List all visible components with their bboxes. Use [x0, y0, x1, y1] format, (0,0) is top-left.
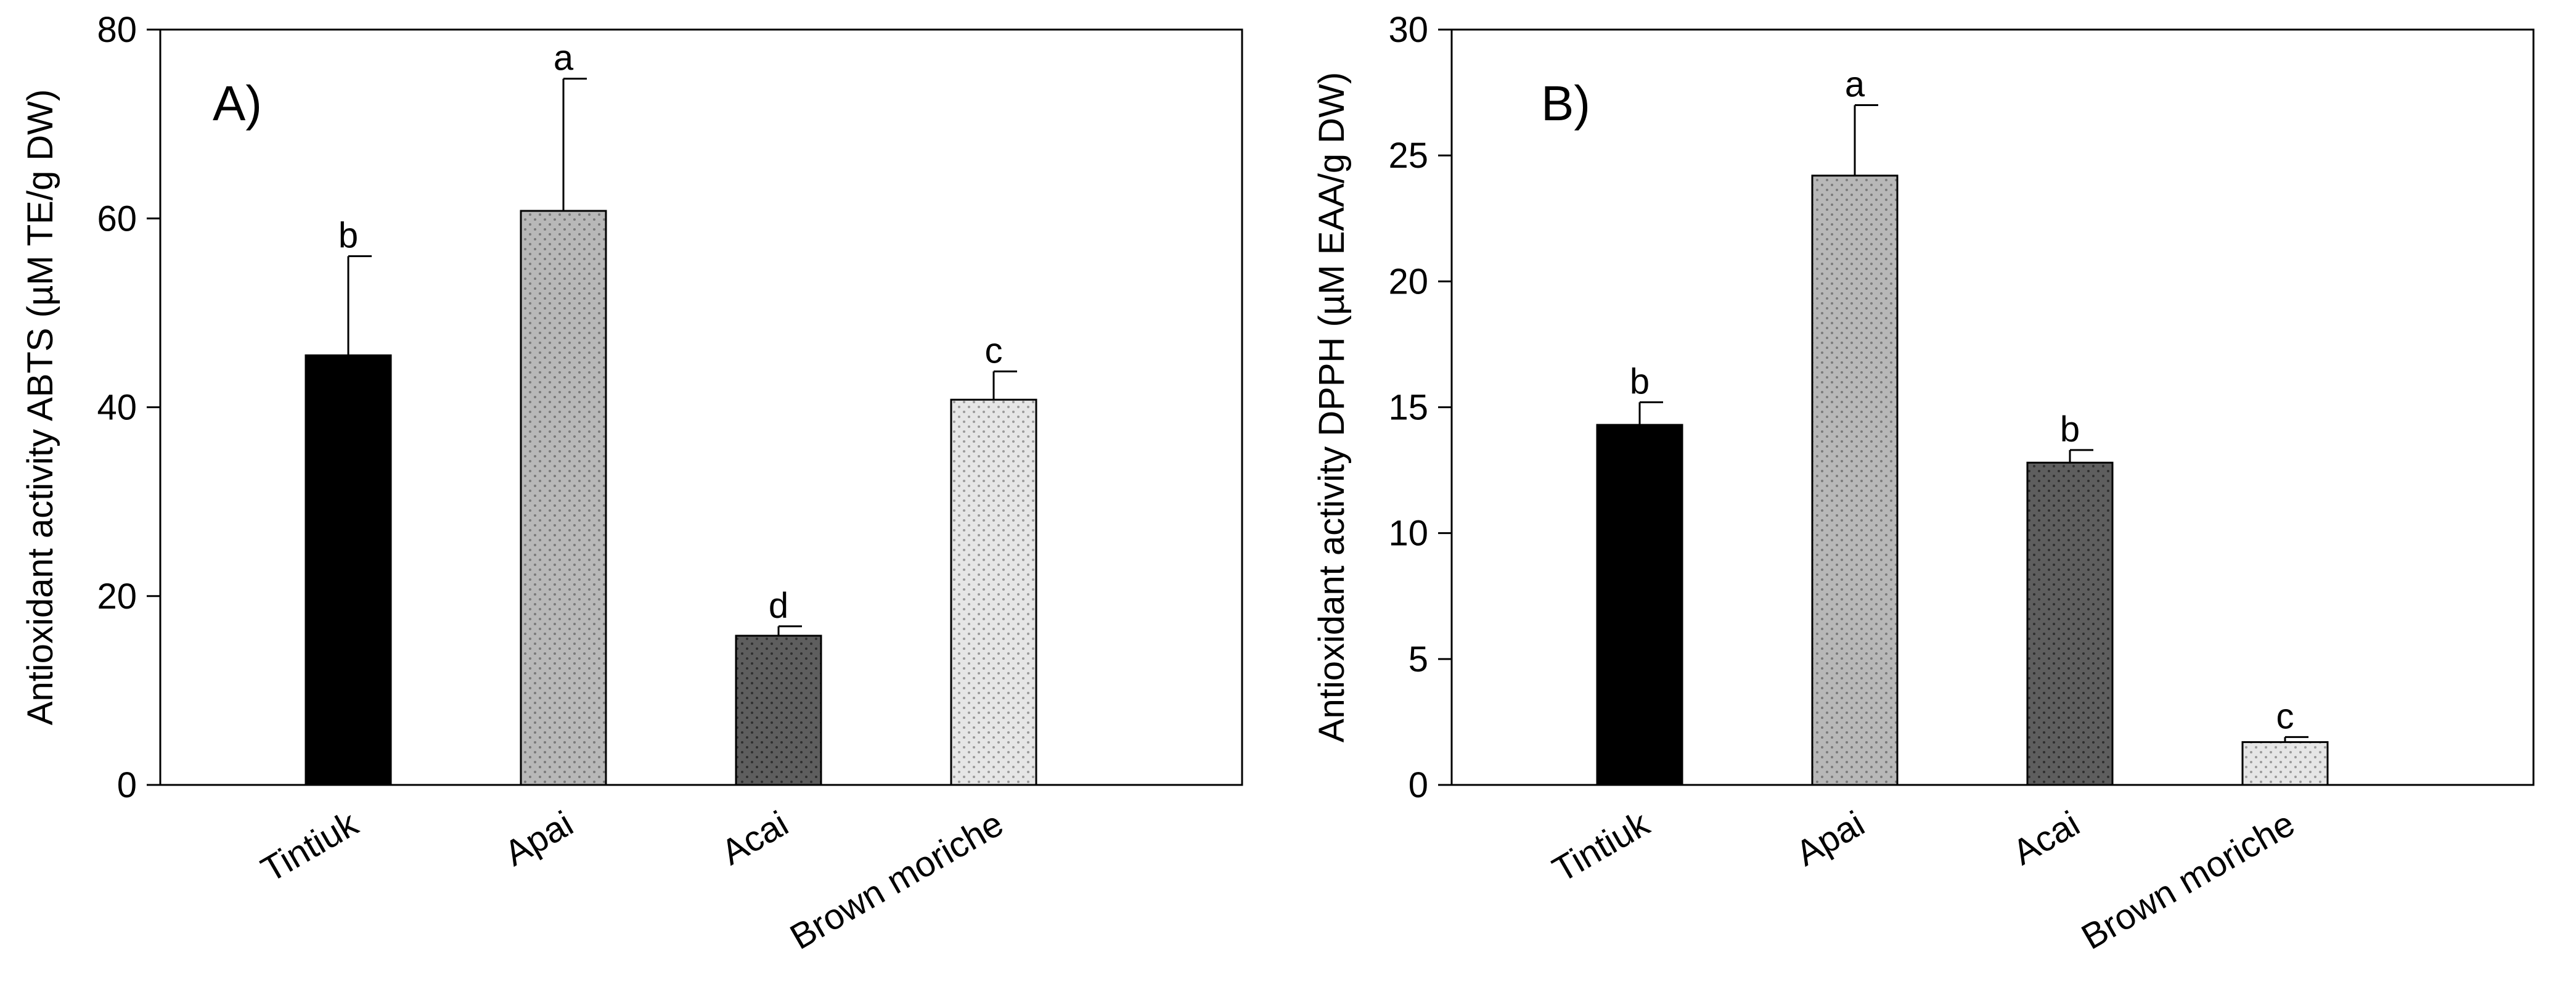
y-tick-label: 60 [97, 199, 137, 239]
category-label: Tintiuk [255, 803, 365, 890]
panel-label: B) [1541, 76, 1590, 131]
significance-label: a [1845, 65, 1865, 105]
category-label: Acai [714, 803, 795, 873]
y-tick-label: 25 [1388, 136, 1428, 176]
significance-label: c [2276, 696, 2294, 736]
bar-brown-moriche [950, 398, 1037, 786]
category-label: Tintiuk [1546, 803, 1656, 890]
bar-acai [735, 634, 822, 786]
significance-label: b [1630, 361, 1650, 401]
y-tick-label: 15 [1388, 388, 1428, 428]
y-tick-label: 30 [1388, 10, 1428, 50]
chart-panel-b: 0 5 10 15 20 25 30 Antioxidant activity DPPH (µ… [1312, 10, 2535, 958]
y-tick-label: 10 [1388, 514, 1428, 554]
y-tick-label: 20 [97, 577, 137, 617]
y-tick-label: 20 [1388, 261, 1428, 302]
y-tick-label: 5 [1409, 639, 1428, 679]
y-axis-title: Antioxidant activity ABTS (µM TE/g DW) [20, 89, 60, 726]
category-label: Brown moriche [2075, 803, 2301, 958]
y-tick-label: 40 [97, 388, 137, 428]
significance-label: b [338, 216, 358, 256]
panel-label: A) [213, 76, 262, 131]
bar-brown-moriche [2241, 741, 2329, 786]
significance-label: c [985, 330, 1003, 371]
chart-panel-a: 0 20 40 60 80 Antioxidant activity ABTS (µM T… [20, 10, 1243, 958]
y-tick-label: 80 [97, 10, 137, 50]
bar-apai [520, 210, 607, 786]
y-axis-title: Antioxidant activity DPPH (µM EAA/g DW) [1312, 72, 1352, 742]
category-label: Apai [1789, 803, 1871, 874]
y-tick-label: 0 [1409, 765, 1428, 805]
category-label: Brown moriche [783, 803, 1010, 958]
category-label: Apai [497, 803, 579, 874]
bar-apai [1811, 174, 1899, 786]
category-label: Acai [2006, 803, 2086, 873]
bar-acai [2026, 461, 2114, 786]
bar-tintiuk [1596, 424, 1683, 786]
significance-label: a [554, 38, 574, 78]
significance-label: b [2060, 409, 2080, 449]
y-tick-label: 0 [117, 765, 137, 805]
significance-label: d [769, 586, 788, 626]
bar-tintiuk [305, 354, 392, 786]
